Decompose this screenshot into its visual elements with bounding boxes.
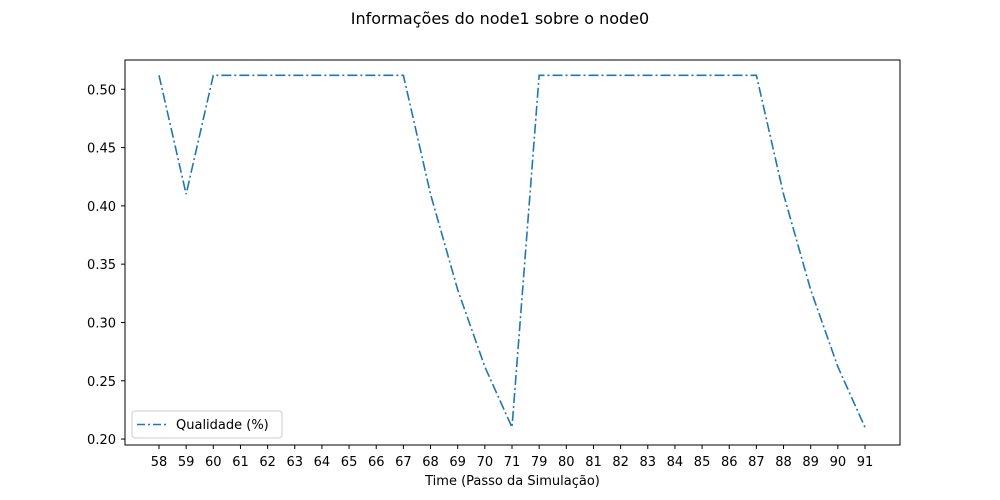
x-tick-label: 90 xyxy=(830,455,847,470)
y-tick-label: 0.30 xyxy=(87,316,116,331)
x-tick-label: 61 xyxy=(232,455,249,470)
x-tick-label: 79 xyxy=(531,455,548,470)
x-tick-label: 62 xyxy=(259,455,276,470)
x-tick-label: 83 xyxy=(639,455,656,470)
x-tick-label: 69 xyxy=(449,455,466,470)
y-tick-label: 0.35 xyxy=(87,258,116,273)
x-axis-label: Time (Passo da Simulação) xyxy=(424,474,600,489)
x-tick-label: 81 xyxy=(585,455,602,470)
x-tick-label: 71 xyxy=(504,455,521,470)
x-axis: 58 59 60 61 62 63 64 65 66 67 68 69 70 71 79 80 81 82 83 84… xyxy=(151,445,874,470)
x-tick-label: 64 xyxy=(314,455,331,470)
x-tick-label: 88 xyxy=(775,455,792,470)
legend-box xyxy=(131,410,283,439)
x-tick-label: 59 xyxy=(178,455,195,470)
x-tick-label: 91 xyxy=(857,455,874,470)
x-tick-label: 86 xyxy=(721,455,738,470)
x-tick-label: 84 xyxy=(667,455,684,470)
y-tick-label: 0.40 xyxy=(87,200,116,215)
x-tick-label: 60 xyxy=(205,455,222,470)
chart-title: Informações do node1 sobre o node0 xyxy=(351,9,649,28)
x-tick-label: 67 xyxy=(395,455,412,470)
y-axis: 0.20 0.25 0.30 0.35 0.40 0.45 0.50 xyxy=(87,83,125,448)
x-tick-label: 89 xyxy=(802,455,819,470)
x-tick-label: 68 xyxy=(422,455,439,470)
y-tick-label: 0.45 xyxy=(87,142,116,157)
x-tick-label: 85 xyxy=(694,455,711,470)
series-layer xyxy=(158,74,866,428)
y-tick-label: 0.25 xyxy=(87,375,116,390)
y-tick-label: 0.50 xyxy=(87,83,116,98)
x-tick-label: 82 xyxy=(612,455,629,470)
legend: Qualidade (%) xyxy=(131,410,283,439)
y-tick-label: 0.20 xyxy=(87,433,116,448)
plot-frame xyxy=(124,59,901,446)
plot-area xyxy=(125,60,900,445)
x-tick-label: 80 xyxy=(558,455,575,470)
x-tick-label: 63 xyxy=(286,455,303,470)
series-line-qualidade xyxy=(158,74,866,428)
x-tick-label: 66 xyxy=(368,455,385,470)
x-tick-label: 70 xyxy=(477,455,494,470)
x-tick-label: 65 xyxy=(341,455,358,470)
x-tick-label: 87 xyxy=(748,455,765,470)
legend-label: Qualidade (%) xyxy=(176,418,269,433)
x-tick-label: 58 xyxy=(151,455,168,470)
